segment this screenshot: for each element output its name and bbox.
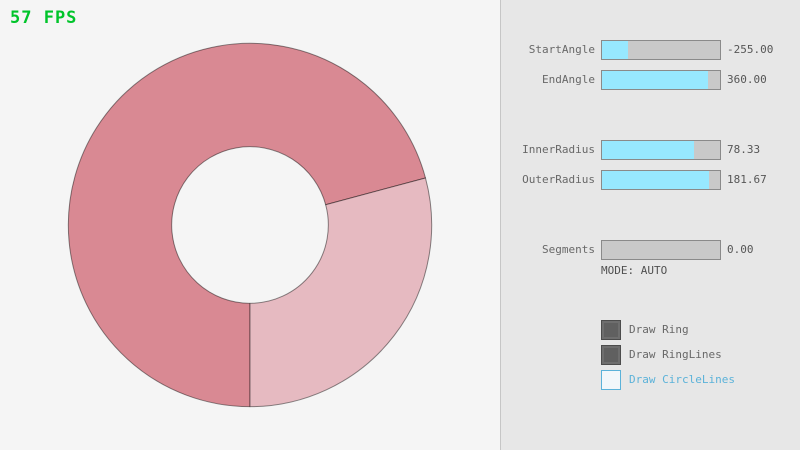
slider-end-angle[interactable] [601, 70, 721, 90]
slider-fill-start-angle [602, 41, 628, 59]
checkbox-draw-ringlines[interactable] [601, 345, 621, 365]
slider-outer-radius[interactable] [601, 170, 721, 190]
slider-row-inner-radius: InnerRadius 78.33 [501, 140, 800, 160]
slider-value-outer-radius: 181.67 [727, 173, 767, 186]
slider-value-inner-radius: 78.33 [727, 143, 761, 156]
ring-sector-dark [67, 42, 427, 408]
slider-fill-outer-radius [602, 171, 710, 189]
slider-value-end-angle: 360.00 [727, 73, 767, 86]
controls-panel: StartAngle -255.00 EndAngle 360.00 Inner… [500, 0, 800, 450]
ring-chart [67, 42, 433, 408]
slider-label-inner-radius: InnerRadius [522, 143, 595, 156]
checkbox-row-draw-ringlines[interactable]: Draw RingLines [601, 345, 800, 365]
checkbox-label-draw-ring: Draw Ring [629, 323, 689, 336]
slider-label-end-angle: EndAngle [542, 73, 595, 86]
checkbox-draw-ring[interactable] [601, 320, 621, 340]
checkbox-label-draw-ringlines: Draw RingLines [629, 348, 722, 361]
slider-value-segments: 0.00 [727, 243, 754, 256]
slider-label-outer-radius: OuterRadius [522, 173, 595, 186]
slider-label-segments: Segments [542, 243, 595, 256]
slider-row-end-angle: EndAngle 360.00 [501, 70, 800, 90]
slider-fill-inner-radius [602, 141, 695, 159]
slider-fill-end-angle [602, 71, 709, 89]
segments-mode-text: MODE: AUTO [601, 264, 668, 277]
slider-inner-radius[interactable] [601, 140, 721, 160]
slider-segments[interactable] [601, 240, 721, 260]
slider-row-outer-radius: OuterRadius 181.67 [501, 170, 800, 190]
checkbox-label-draw-circlelines: Draw CircleLines [629, 373, 735, 386]
checkbox-row-draw-ring[interactable]: Draw Ring [601, 320, 800, 340]
slider-label-start-angle: StartAngle [528, 43, 595, 56]
ring-sector-light [249, 177, 433, 408]
slider-row-start-angle: StartAngle -255.00 [501, 40, 800, 60]
slider-value-start-angle: -255.00 [727, 43, 774, 56]
slider-start-angle[interactable] [601, 40, 721, 60]
checkbox-row-draw-circlelines[interactable]: Draw CircleLines [601, 370, 800, 390]
checkbox-draw-circlelines[interactable] [601, 370, 621, 390]
slider-row-segments: Segments 0.00 [501, 240, 800, 260]
fps-counter: 57 FPS [10, 8, 78, 28]
